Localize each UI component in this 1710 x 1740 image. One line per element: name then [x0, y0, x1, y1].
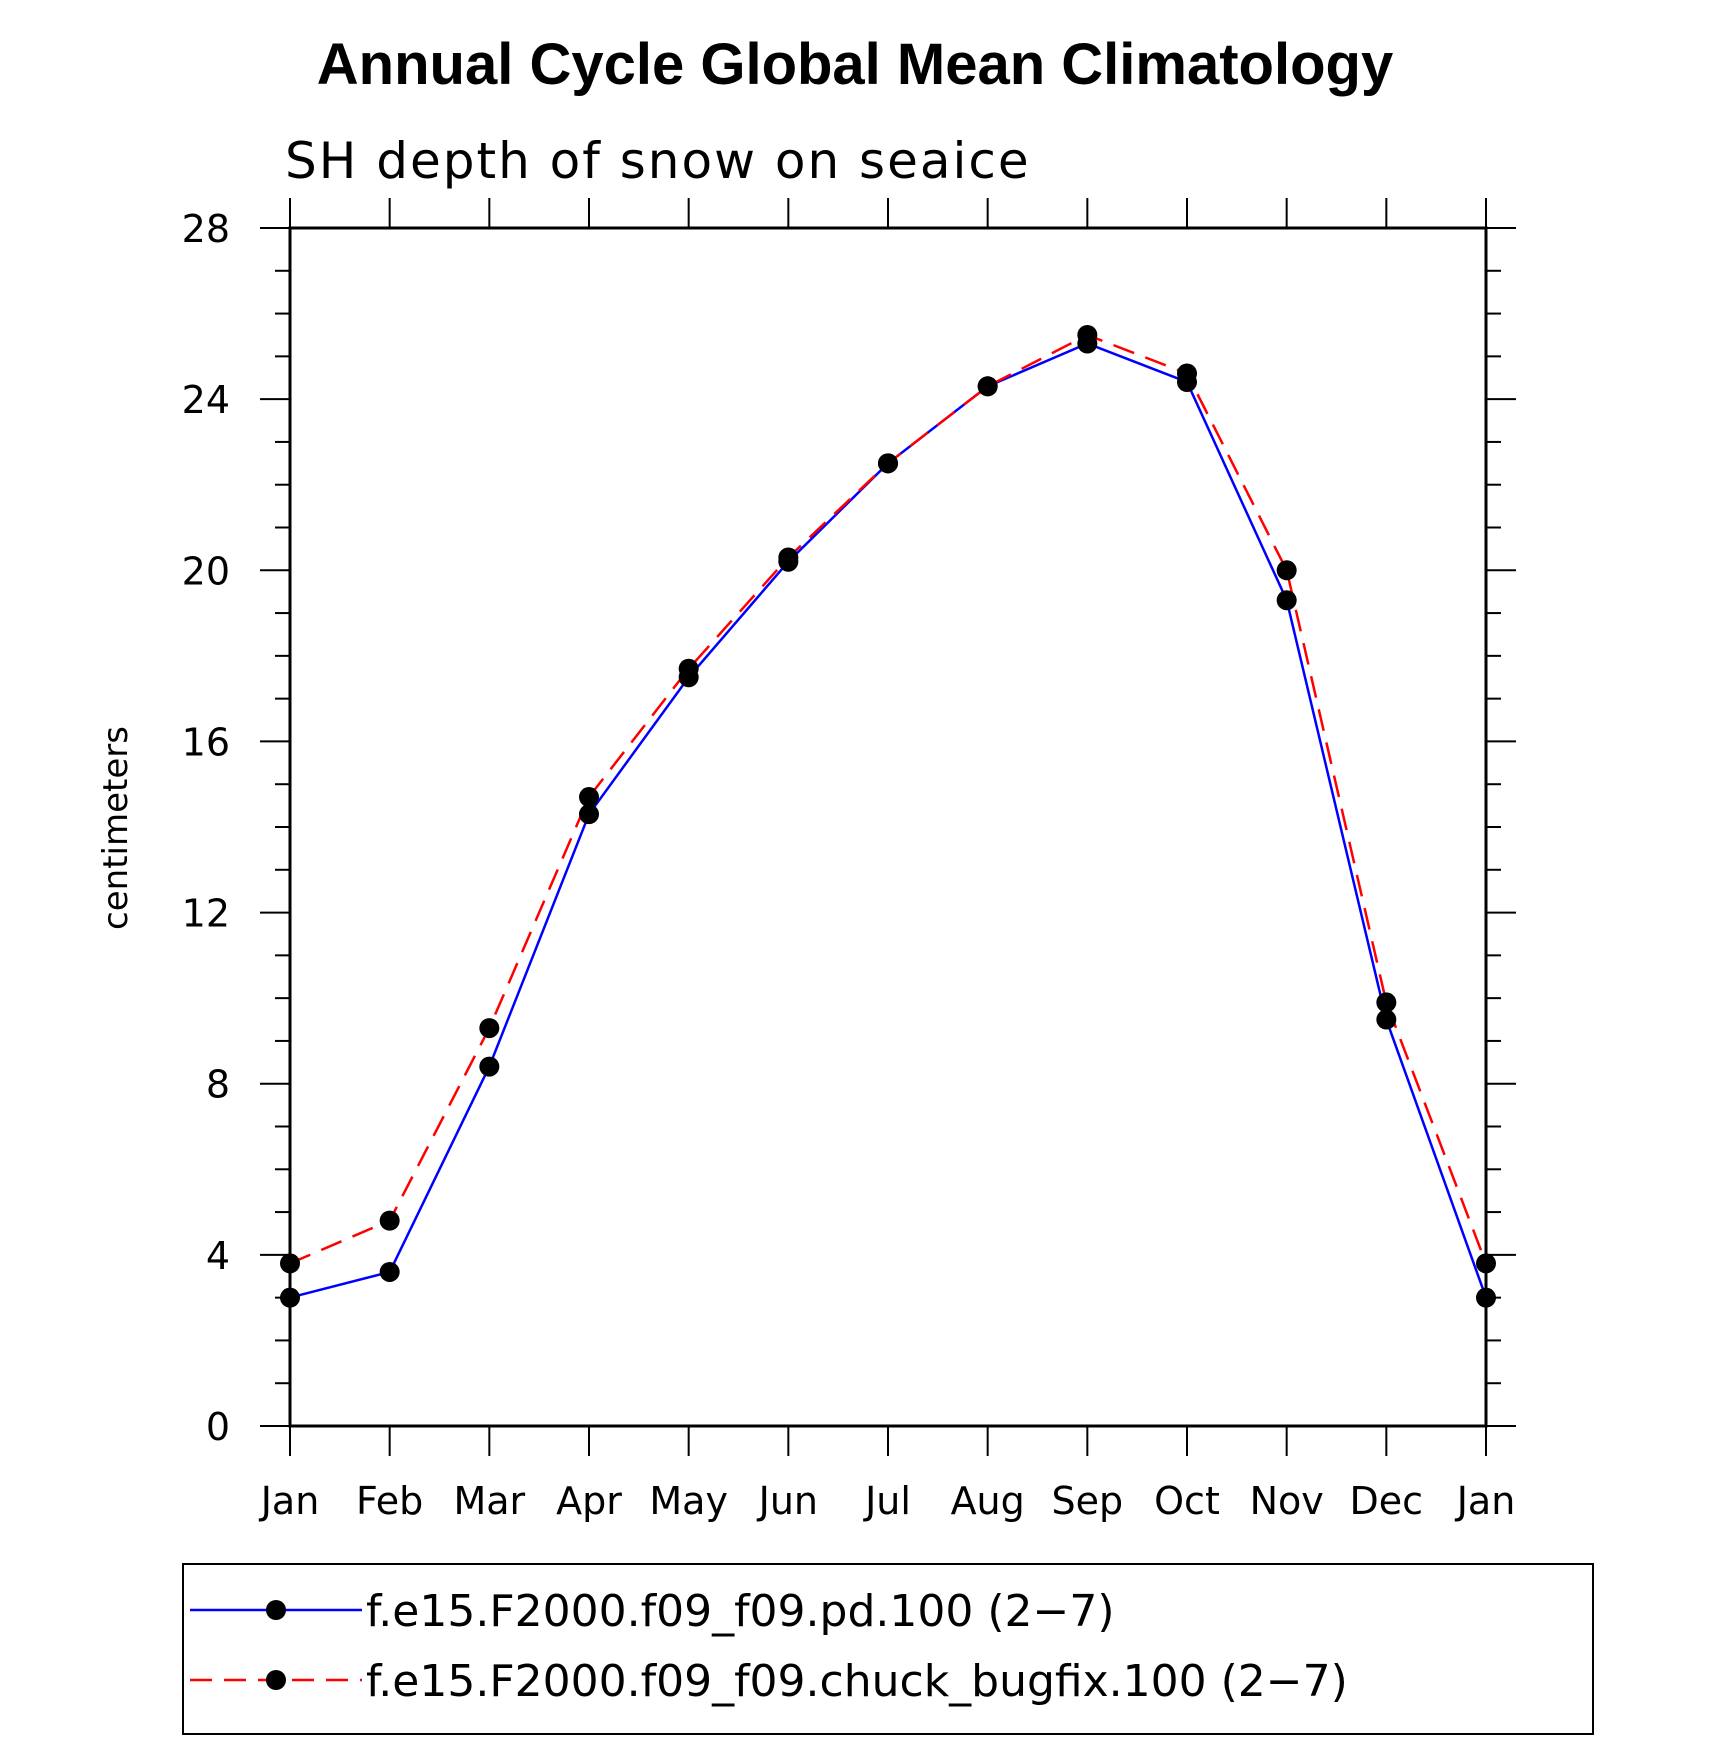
x-tick-label: May [649, 1479, 728, 1523]
series-1-point [579, 804, 599, 825]
series-1-point [479, 1056, 500, 1077]
legend-box [182, 1563, 1594, 1735]
y-tick-label: 16 [182, 720, 230, 764]
legend-items: f.e15.F2000.f09_f09.pd.100 (2−7) f.e15.F2… [190, 1586, 1348, 1707]
legend-marker-2 [266, 1670, 286, 1690]
x-tick-label: Jan [1455, 1479, 1516, 1523]
y-tick-label: 28 [182, 207, 230, 251]
series-2-point [977, 376, 998, 397]
y-tick-label: 8 [206, 1063, 230, 1107]
plot-frame [288, 226, 1488, 1428]
x-tick-label: Jan [259, 1479, 320, 1523]
x-tick-label: Sep [1052, 1479, 1124, 1523]
x-tick-label: Feb [356, 1479, 423, 1523]
y-tick-label: 24 [182, 378, 230, 422]
legend-marker-1 [266, 1600, 286, 1620]
series-2-point [280, 1253, 300, 1274]
y-tick-label: 12 [182, 892, 230, 936]
x-tick-label: Nov [1250, 1479, 1324, 1523]
series-2-point [1276, 560, 1297, 581]
series-1-point [1476, 1287, 1496, 1308]
axis-ticks [260, 198, 1516, 1456]
x-tick-label: Aug [951, 1479, 1025, 1523]
series-2-point [379, 1210, 400, 1231]
series-2-point [1476, 1253, 1496, 1274]
x-tick-label: Dec [1350, 1479, 1424, 1523]
legend: f.e15.F2000.f09_f09.pd.100 (2−7) f.e15.F2… [182, 1563, 1594, 1735]
series-2-point [1077, 324, 1098, 345]
series-1-point [379, 1261, 400, 1282]
x-tick-labels: Jan Feb Mar Apr May Jun Jul Aug Sep Oct Nov Dec Jan [259, 1479, 1516, 1523]
series-line-2 [289, 333, 1488, 1265]
series-2-point [579, 787, 599, 808]
series-2-point [778, 547, 799, 568]
legend-label-1: f.e15.F2000.f09_f09.pd.100 (2−7) [366, 1586, 1115, 1637]
legend-label-2: f.e15.F2000.f09_f09.chuck_bugfix.100 (2−… [366, 1656, 1348, 1707]
y-tick-label: 20 [182, 549, 230, 593]
series-1-point [1276, 590, 1297, 611]
series-2-point [1177, 363, 1197, 384]
series-layer [280, 324, 1496, 1308]
series-2-point [878, 453, 898, 474]
x-tick-label: Jun [757, 1479, 818, 1523]
x-tick-label: Jul [863, 1479, 911, 1523]
x-tick-label: Oct [1154, 1479, 1220, 1523]
series-2-point [1376, 992, 1397, 1013]
x-tick-label: Apr [556, 1479, 622, 1523]
y-tick-labels: 0 4 8 12 16 20 24 28 [182, 207, 230, 1449]
y-tick-label: 4 [206, 1234, 230, 1278]
x-tick-label: Mar [453, 1479, 525, 1523]
series-2-point [479, 1018, 500, 1039]
chart-title: Annual Cycle Global Mean Climatology [317, 32, 1393, 97]
series-1-point [280, 1287, 300, 1308]
chart-subtitle: SH depth of snow on seaice [285, 132, 1031, 190]
y-axis-label: centimeters [96, 726, 136, 930]
y-tick-label: 0 [206, 1405, 230, 1449]
series-2-point [678, 658, 699, 679]
series-1-point [1376, 1009, 1397, 1030]
series-line-1 [289, 342, 1488, 1299]
